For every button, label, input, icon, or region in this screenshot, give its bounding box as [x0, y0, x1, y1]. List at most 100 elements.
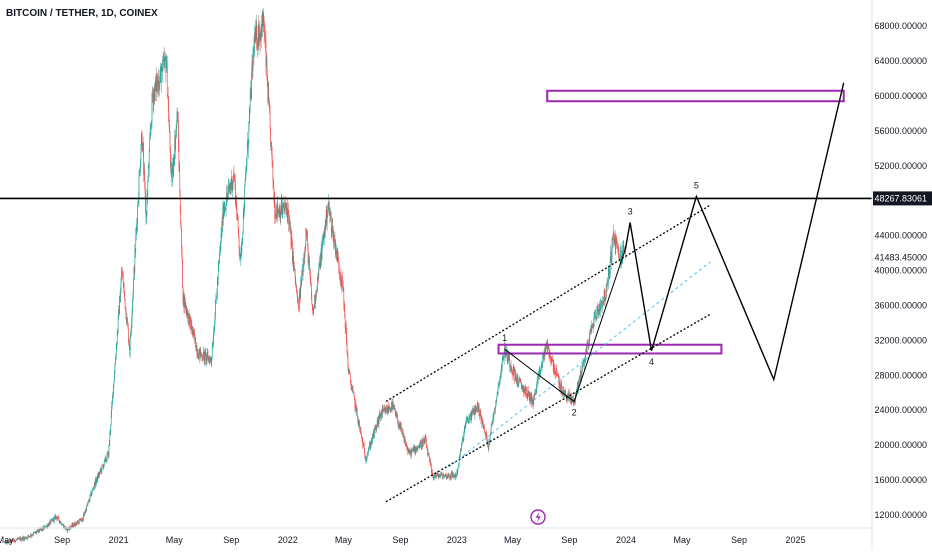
- candle-body-1051: [491, 422, 493, 424]
- candle-body-1160: [542, 360, 543, 363]
- candle-body-55: [30, 534, 31, 537]
- candle-body-1000: [468, 419, 469, 423]
- candle-body-409: [194, 333, 195, 340]
- candle-body-1106: [517, 375, 518, 386]
- candle-body-1131: [528, 391, 530, 400]
- candle-body-318: [152, 93, 153, 96]
- candle-body-570: [268, 102, 270, 106]
- candle-body-684: [321, 243, 323, 260]
- candle-body-1191: [556, 375, 558, 376]
- candle-body-595: [280, 213, 282, 219]
- candle-body-991: [463, 429, 465, 433]
- candle-body-386: [183, 294, 185, 308]
- candle-body-759: [356, 407, 358, 410]
- candle-body-1217: [568, 396, 570, 399]
- candle-body-673: [316, 290, 318, 292]
- candle-body-636: [299, 288, 301, 297]
- candle-body-1307: [610, 250, 612, 257]
- candle-body-1303: [608, 268, 610, 270]
- candle-body-491: [232, 183, 233, 191]
- candle-body-1101: [514, 372, 516, 381]
- candle-body-725: [340, 279, 342, 282]
- candle-body-333: [159, 85, 160, 87]
- candle-body-602: [283, 202, 285, 209]
- x-tick-label-11: 2024: [616, 535, 636, 545]
- candle-body-401: [190, 322, 192, 330]
- wave-label-2: 2: [572, 407, 577, 417]
- candle-body-148: [73, 525, 75, 527]
- candle-body-498: [235, 196, 237, 203]
- tradingview-logo-icon[interactable]: [530, 509, 546, 525]
- candle-body-1216: [568, 393, 569, 399]
- candle-body-717: [336, 248, 338, 263]
- candle-body-17: [12, 540, 14, 542]
- candle-body-322: [153, 88, 155, 94]
- candle-body-1289: [601, 305, 603, 309]
- candle-body-802: [376, 425, 378, 430]
- candle-body-113: [57, 518, 58, 520]
- candle-body-966: [452, 473, 454, 477]
- candle-body-935: [437, 474, 439, 478]
- candle-body-955: [447, 476, 448, 479]
- candle-body-1004: [469, 416, 471, 421]
- candle-body-790: [370, 440, 372, 446]
- candle-body-75: [39, 528, 41, 532]
- candle-body-431: [204, 351, 206, 361]
- candle-body-931: [436, 474, 437, 476]
- candle-body-953: [446, 475, 448, 478]
- candle-body-206: [100, 469, 101, 471]
- candle-body-508: [240, 254, 241, 259]
- candle-body-402: [191, 323, 192, 330]
- candle-body-353: [168, 103, 170, 122]
- candle-body-1330: [620, 250, 622, 264]
- candle-body-1072: [501, 366, 503, 368]
- candle-body-1299: [606, 284, 608, 291]
- candle-body-670: [315, 300, 316, 304]
- candle-body-311: [148, 151, 150, 169]
- candle-body-704: [330, 216, 332, 232]
- candle-body-635: [298, 296, 300, 311]
- candle-body-272: [130, 328, 132, 334]
- candle-body-412: [195, 347, 197, 351]
- candle-body-598: [281, 211, 283, 214]
- candle-body-762: [357, 419, 359, 425]
- candle-body-675: [317, 275, 319, 278]
- candle-body-1167: [545, 344, 547, 354]
- candle-body-735: [345, 323, 346, 329]
- candle-body-255: [122, 276, 124, 287]
- candle-body-488: [230, 186, 232, 188]
- candle-body-14: [11, 540, 12, 543]
- candle-body-1206: [563, 389, 565, 396]
- candle-body-650: [305, 232, 307, 235]
- candle-body-898: [420, 442, 422, 447]
- candle-body-451: [213, 330, 215, 332]
- candle-body-1: [5, 540, 6, 543]
- candle-body-427: [202, 359, 204, 360]
- candle-body-638: [300, 280, 302, 297]
- candle-body-518: [244, 181, 246, 187]
- candle-body-483: [228, 185, 230, 187]
- candle-body-467: [221, 233, 222, 237]
- candle-body-521: [246, 166, 247, 170]
- candle-body-110: [55, 516, 57, 520]
- price-marker-label: 41483.45000: [874, 253, 927, 263]
- candle-body-45: [25, 537, 27, 539]
- candle-body-900: [421, 440, 423, 446]
- candle-body-1270: [593, 324, 594, 327]
- candle-body-958: [448, 473, 450, 477]
- candle-body-879: [412, 449, 413, 451]
- candle-body-1158: [541, 365, 542, 368]
- candle-body-476: [225, 207, 226, 210]
- candle-body-470: [222, 206, 224, 227]
- candle-body-269: [129, 347, 131, 353]
- candle-body-53: [29, 536, 31, 537]
- candle-body-708: [332, 226, 334, 242]
- candle-body-1028: [481, 416, 482, 421]
- candle-body-465: [220, 244, 221, 247]
- candle-body-722: [339, 272, 340, 273]
- candle-body-24: [15, 539, 17, 541]
- candle-body-365: [173, 160, 175, 162]
- candle-body-131: [65, 529, 67, 530]
- x-tick-label-13: Sep: [731, 535, 747, 545]
